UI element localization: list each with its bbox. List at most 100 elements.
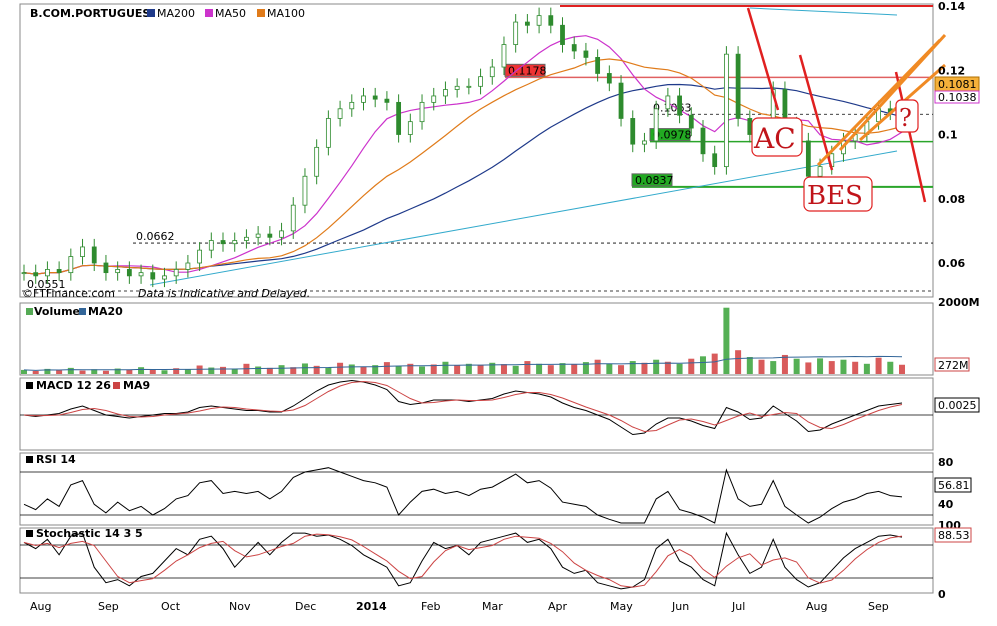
volume-bar xyxy=(723,307,730,374)
volume-bar xyxy=(582,362,589,374)
price-tick: 0.14 xyxy=(938,0,965,13)
stoch-last-label: 88.53 xyxy=(938,529,970,542)
volume-bar xyxy=(419,366,426,374)
candle-body xyxy=(208,240,214,251)
month-label: Mar xyxy=(482,600,503,613)
last-price-labels: 0.1081 0.1038 xyxy=(934,76,980,104)
candle-body xyxy=(454,85,460,90)
price-tick: 0.08 xyxy=(938,193,965,206)
candle-body xyxy=(747,118,753,135)
macd-signal-line xyxy=(23,380,903,433)
volume-bar xyxy=(781,354,788,374)
delay-notice: Data is Indicative and Delayed. xyxy=(138,287,310,300)
volume-bar xyxy=(161,370,168,374)
month-label: Apr xyxy=(548,600,568,613)
candle-body xyxy=(630,118,636,145)
candle-body xyxy=(419,101,425,123)
level-label: 0.0551 xyxy=(27,278,66,291)
volume-bar xyxy=(899,364,905,374)
candle-body xyxy=(595,57,601,74)
legend-stochastic: Stochastic 14 3 5 xyxy=(36,527,143,540)
legend-macd: MACD 12 26 xyxy=(36,379,111,392)
volume-bar xyxy=(477,364,484,374)
legend-volume: Volume xyxy=(34,305,80,318)
rsi-line xyxy=(23,467,903,524)
candle-body xyxy=(724,53,729,168)
volume-bar xyxy=(793,358,800,374)
candle-body xyxy=(478,76,483,87)
volume-bar xyxy=(360,366,367,374)
candle-body xyxy=(80,246,85,257)
level-label: 0.1178 xyxy=(508,64,547,77)
annotation-bes: BES xyxy=(807,181,863,211)
volume-bar xyxy=(653,359,660,374)
trend-line-cyan-top xyxy=(749,7,898,16)
time-axis: Aug Sep Oct Nov Dec 2014 Feb Mar Apr May Jun Jul Aug… xyxy=(30,600,889,613)
volume-bar xyxy=(500,364,507,374)
volume-bar xyxy=(746,357,753,374)
candle-body xyxy=(524,21,530,26)
volume-bar xyxy=(231,368,238,374)
volume-bar xyxy=(676,363,683,374)
candle-body xyxy=(677,95,682,116)
volume-bar xyxy=(875,357,882,374)
price-tick: 0.12 xyxy=(938,64,965,77)
volume-bar xyxy=(255,366,262,374)
ma-value-label: 0.1038 xyxy=(938,91,977,104)
candle-body xyxy=(489,66,495,78)
volume-bar xyxy=(618,365,625,374)
legend-ma50-swatch xyxy=(205,9,213,17)
level-label: 0.1063 xyxy=(653,101,692,114)
stochastic-panel: Stochastic 14 3 5 100 0 88.53 xyxy=(19,519,972,601)
candle-body xyxy=(583,50,589,58)
candle-body xyxy=(91,246,97,264)
rsi-last-label: 56.81 xyxy=(938,479,970,492)
volume-bar xyxy=(21,369,27,374)
volume-bar xyxy=(735,350,742,374)
volume-bar xyxy=(688,358,695,374)
volume-bar xyxy=(524,361,531,374)
candle-body xyxy=(302,175,308,206)
volume-bar xyxy=(91,369,98,374)
candle-body xyxy=(384,98,390,103)
volume-bar xyxy=(102,370,109,374)
volume-bar xyxy=(758,359,765,374)
rsi-tick-80: 80 xyxy=(938,456,954,469)
candle-body xyxy=(56,269,62,274)
month-label: Nov xyxy=(229,600,251,613)
red-trend-stroke xyxy=(746,7,780,111)
candle-body xyxy=(150,272,156,280)
candle-body xyxy=(68,256,74,274)
candle-body xyxy=(443,89,448,97)
candle-body xyxy=(197,249,203,264)
candle-body xyxy=(361,95,366,103)
red-trend-stroke xyxy=(894,71,927,203)
candle-body xyxy=(466,85,472,88)
volume-bar xyxy=(629,361,636,374)
volume-bar xyxy=(196,365,203,374)
candle-body xyxy=(700,127,706,155)
candle-body xyxy=(220,240,226,245)
candle-body xyxy=(267,233,273,238)
month-label: Aug xyxy=(806,600,827,613)
candle-body xyxy=(244,236,249,241)
volume-bar xyxy=(817,358,824,374)
chart-title: B.COM.PORTUGUES xyxy=(30,7,150,20)
month-label: Sep xyxy=(98,600,119,613)
volume-bar xyxy=(571,364,578,374)
moving-average-line xyxy=(23,58,903,275)
stochastic-k-line xyxy=(23,531,903,590)
candle-body xyxy=(431,95,437,103)
volume-bar xyxy=(465,363,472,374)
volume-bars xyxy=(21,307,905,374)
volume-bar xyxy=(114,368,121,374)
legend-rsi: RSI 14 xyxy=(36,453,76,466)
volume-bar xyxy=(840,359,847,374)
candle-body xyxy=(337,108,343,119)
orange-channel-line xyxy=(838,33,947,152)
candle-body xyxy=(126,269,132,277)
price-candles xyxy=(21,7,905,288)
candle-body xyxy=(372,95,378,100)
price-axis-ticks: 0.06 0.08 0.1 0.12 0.14 xyxy=(938,0,965,270)
